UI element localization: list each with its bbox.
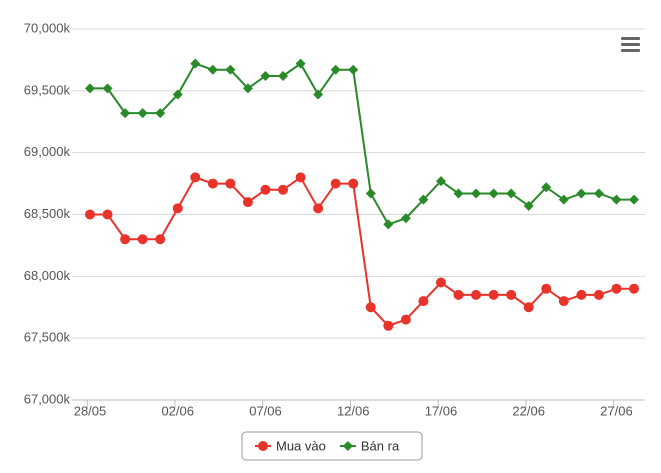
- data-point: [523, 302, 534, 313]
- data-point: [155, 108, 166, 119]
- x-tick-label: 07/06: [249, 403, 282, 418]
- data-point: [523, 200, 534, 211]
- legend-label: Mua vào: [276, 438, 326, 453]
- series-line: [90, 175, 634, 327]
- data-point: [172, 89, 183, 100]
- data-point: [190, 172, 201, 183]
- menu-button[interactable]: [620, 34, 642, 52]
- x-tick-label: 17/06: [425, 403, 458, 418]
- legend-marker: [258, 441, 268, 451]
- data-point: [102, 83, 113, 94]
- x-tick-label: 27/06: [600, 403, 633, 418]
- data-point: [313, 203, 324, 214]
- data-point: [120, 234, 131, 245]
- data-point: [242, 83, 253, 94]
- data-point: [488, 289, 499, 300]
- legend-item[interactable]: Bán ra: [339, 438, 400, 453]
- data-point: [190, 58, 201, 69]
- data-point: [611, 194, 622, 205]
- data-point: [576, 188, 587, 199]
- menu-bar: [621, 43, 640, 46]
- data-point: [330, 178, 341, 189]
- data-point: [435, 277, 446, 288]
- data-point: [558, 194, 569, 205]
- data-point: [137, 234, 148, 245]
- data-point: [278, 70, 289, 81]
- data-point: [365, 302, 376, 313]
- data-point: [295, 58, 306, 69]
- data-point: [278, 184, 289, 195]
- legend-marker: [342, 441, 353, 451]
- y-tick-label: 70,000k: [24, 20, 71, 35]
- legend-item[interactable]: Mua vào: [255, 438, 326, 453]
- data-point: [611, 283, 622, 294]
- data-point: [558, 296, 569, 307]
- data-point: [207, 178, 218, 189]
- data-point: [541, 283, 552, 294]
- data-point: [400, 314, 411, 325]
- data-point: [102, 209, 113, 220]
- data-point: [155, 234, 166, 245]
- data-point: [383, 219, 394, 230]
- data-point: [418, 194, 429, 205]
- y-tick-label: 68,000k: [24, 268, 71, 283]
- data-point: [120, 108, 131, 119]
- data-point: [260, 184, 271, 195]
- series: [85, 58, 639, 230]
- data-point: [348, 178, 359, 189]
- data-point: [506, 289, 517, 300]
- data-point: [488, 188, 499, 199]
- data-point: [435, 176, 446, 187]
- x-tick-label: 28/05: [74, 403, 107, 418]
- series-line: [90, 62, 634, 226]
- y-tick-label: 67,000k: [24, 391, 71, 406]
- data-point: [453, 289, 464, 300]
- legend-label: Bán ra: [361, 438, 400, 453]
- x-tick-label: 12/06: [337, 403, 370, 418]
- data-point: [506, 188, 517, 199]
- data-point: [137, 108, 148, 119]
- data-point: [172, 203, 183, 214]
- series: [85, 172, 639, 331]
- data-point: [85, 83, 95, 94]
- y-tick-label: 69,000k: [24, 144, 71, 159]
- data-point: [225, 178, 236, 189]
- y-tick-label: 67,500k: [24, 330, 71, 345]
- data-point: [541, 182, 552, 193]
- data-point: [400, 213, 411, 224]
- data-point: [453, 188, 464, 199]
- x-tick-label: 02/06: [161, 403, 194, 418]
- data-point: [593, 289, 604, 300]
- data-point: [629, 194, 639, 205]
- x-tick-label: 22/06: [512, 403, 545, 418]
- data-point: [295, 172, 306, 183]
- data-point: [85, 209, 95, 220]
- menu-bar: [621, 37, 640, 40]
- data-point: [260, 70, 271, 81]
- data-point: [629, 283, 639, 294]
- data-point: [348, 64, 359, 75]
- data-point: [330, 64, 341, 75]
- legend-box: [241, 431, 423, 461]
- data-point: [576, 289, 587, 300]
- data-point: [593, 188, 604, 199]
- data-point: [471, 188, 482, 199]
- data-point: [383, 320, 394, 331]
- menu-bar: [621, 49, 640, 52]
- data-point: [242, 197, 253, 208]
- data-point: [418, 296, 429, 307]
- data-point: [365, 188, 376, 199]
- data-point: [225, 64, 236, 75]
- data-point: [471, 289, 482, 300]
- y-tick-label: 68,500k: [24, 206, 71, 221]
- data-point: [207, 64, 218, 75]
- y-tick-label: 69,500k: [24, 82, 71, 97]
- data-point: [313, 89, 324, 100]
